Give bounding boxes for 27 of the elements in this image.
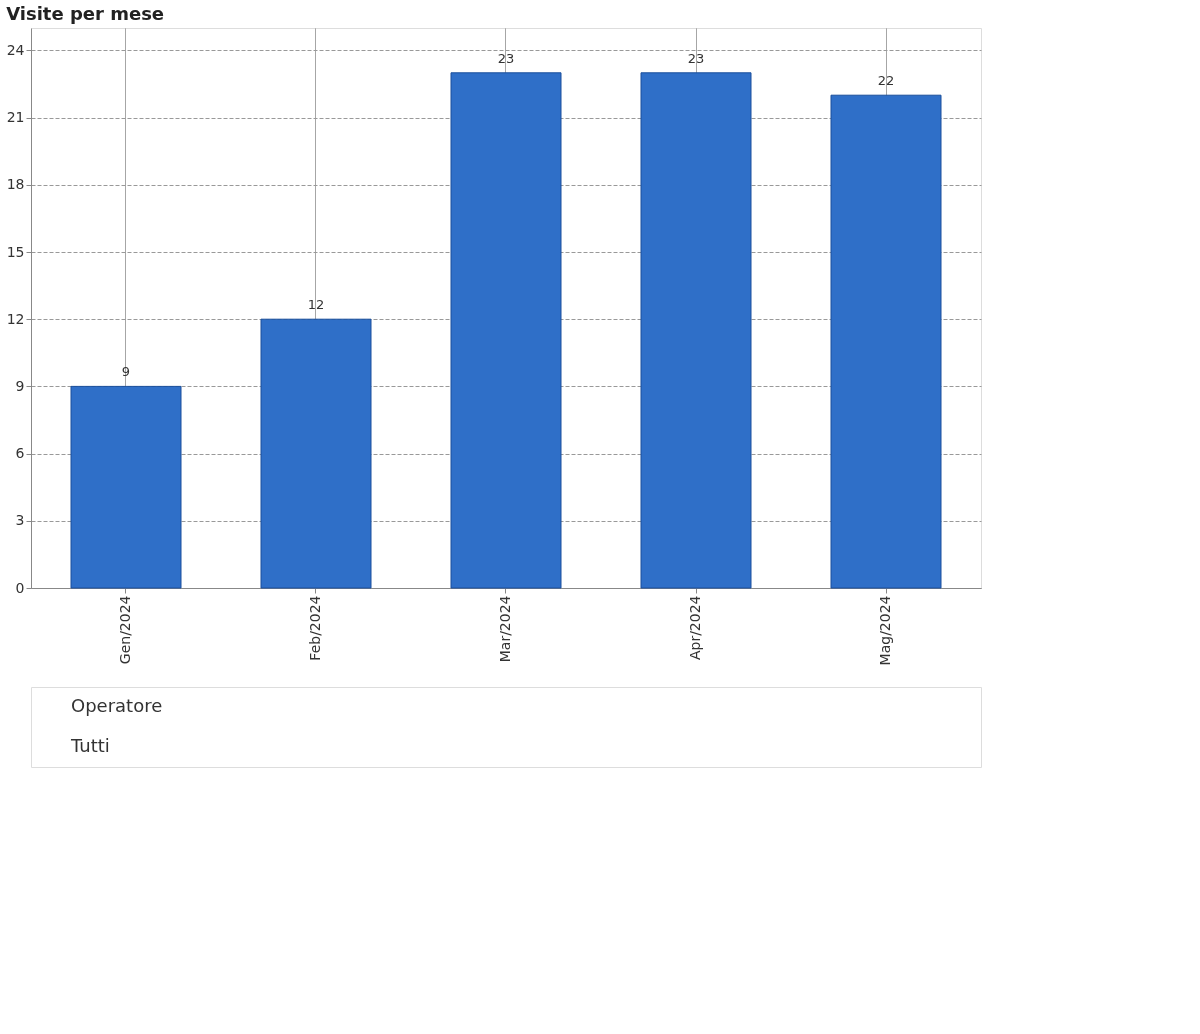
- bar: [260, 318, 372, 589]
- x-tick-label: Mag/2024: [877, 595, 893, 666]
- y-tick-label: 24: [6, 41, 25, 58]
- data-label: 23: [497, 50, 515, 66]
- y-tick-label: 6: [15, 445, 25, 462]
- y-tick-label: 0: [15, 579, 25, 596]
- y-tick-label: 15: [6, 243, 25, 260]
- y-tick-label: 9: [15, 377, 25, 394]
- bar: [450, 72, 562, 589]
- chart-title: Visite per mese: [6, 3, 165, 24]
- x-tick-label: Mar/2024: [497, 595, 513, 663]
- bar: [640, 72, 752, 589]
- y-tick-label: 18: [6, 176, 25, 193]
- y-tick-label: 12: [6, 310, 25, 327]
- y-tick-label: 21: [6, 109, 25, 126]
- data-label: 9: [121, 364, 131, 380]
- bar: [830, 94, 942, 589]
- x-tick-label: Feb/2024: [307, 595, 323, 661]
- x-tick-label: Apr/2024: [687, 595, 703, 661]
- bar: [70, 385, 182, 589]
- data-label: 23: [687, 50, 705, 66]
- text: Operatore: [71, 695, 163, 716]
- data-label: 12: [307, 297, 325, 313]
- text: Tutti: [70, 735, 110, 756]
- data-label: 22: [877, 73, 895, 89]
- x-tick-label: Gen/2024: [117, 595, 133, 665]
- y-tick-label: 3: [15, 512, 25, 529]
